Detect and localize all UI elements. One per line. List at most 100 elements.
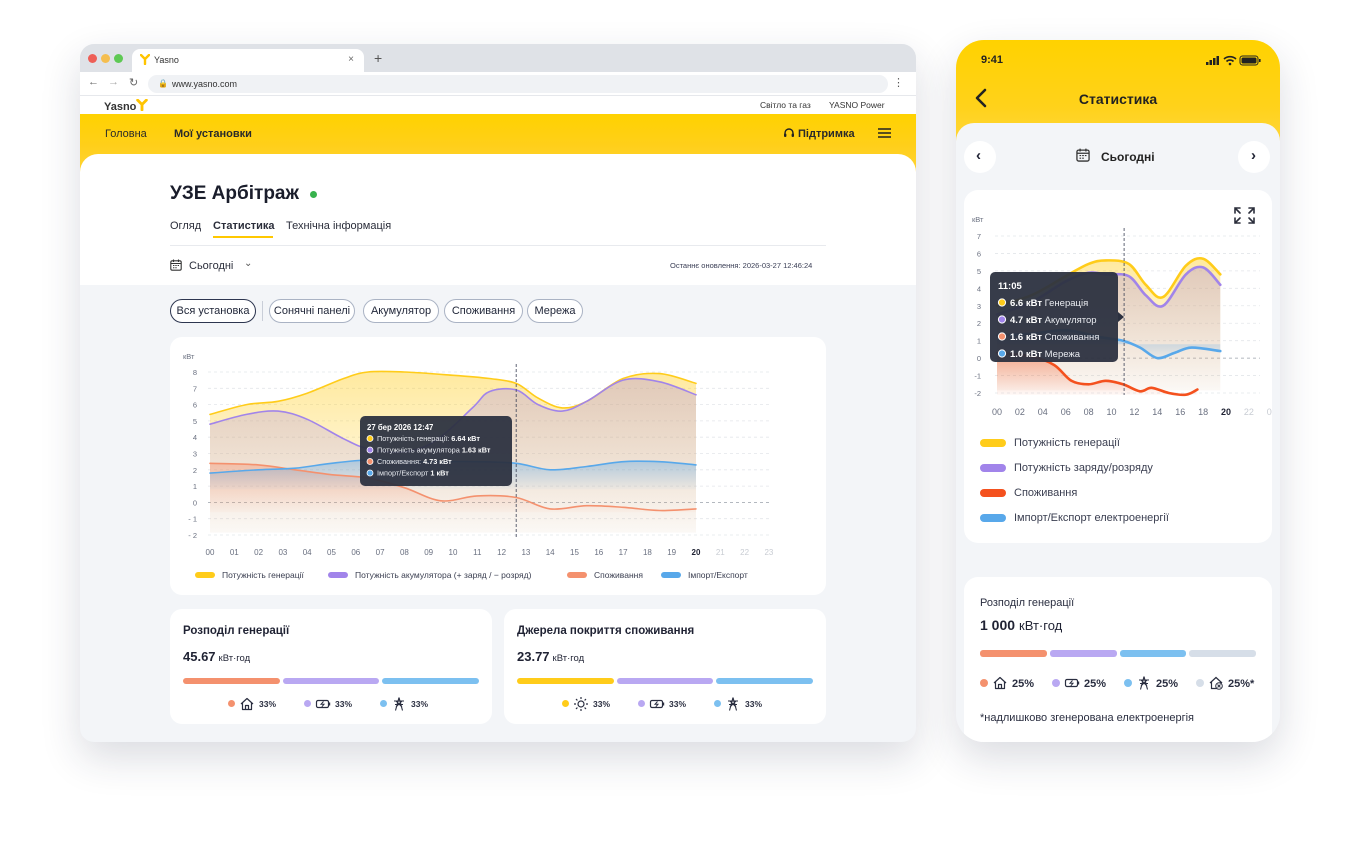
tab-close-icon[interactable]: × [348,54,354,65]
reload-icon[interactable]: ↻ [129,77,139,89]
filter-battery[interactable]: Акумулятор [363,299,439,323]
browser-tab[interactable]: Yasno × [132,49,364,72]
filter-all-installation[interactable]: Вся установка [170,299,256,323]
nav-installations-link[interactable]: Мої установки [174,128,252,140]
y-tick-label: - 2 [188,531,197,540]
legend-dot [1052,679,1060,687]
legend-swatch [980,514,1006,522]
phone-tooltip-row: 1.0 кВт Мережа [1010,349,1081,360]
legend-label[interactable]: Імпорт/Експорт електроенергії [1014,512,1169,524]
browser-tab-strip: Yasno × + [80,44,916,72]
nav-support-link[interactable]: Підтримка [798,128,855,140]
y-tick-label: 4 [977,284,981,293]
x-tick-label: 16 [1175,407,1185,417]
chevron-right-icon: › [1251,147,1256,164]
series-line-2[interactable] [995,351,1199,397]
legend-label[interactable]: Потужність акумулятора (+ заряд / − розр… [355,570,532,580]
y-tick-label: 2 [977,319,981,328]
headset-icon [784,128,794,137]
series-line-2[interactable] [209,462,697,512]
tooltip-row: Споживання: 4.73 кВт [377,457,452,466]
legend-label[interactable]: Потужність генерації [222,570,304,580]
legend-icon-wrap [315,696,331,717]
back-arrow-icon[interactable]: ← [88,76,99,88]
tab-overview[interactable]: Огляд [170,220,202,232]
site-logo[interactable]: Yasno [104,98,149,113]
tooltip-dot [997,298,1007,307]
filter-solar-panels[interactable]: Сонячні панелі [269,299,355,323]
phone-date-label[interactable]: Сьогодні [1101,150,1155,164]
close-window-button[interactable] [88,54,97,63]
generation-distribution-card: Розподіл генерації 45.67 кВт·год 33% 33% 33… [170,609,492,724]
x-tick-label: 04 [303,548,312,557]
fullscreen-expand-icon[interactable] [1234,207,1255,224]
phone-title: Статистика [1078,91,1158,107]
maximize-window-button[interactable] [114,54,123,63]
tabs-divider [170,245,826,246]
y-tick-label: 1 [977,337,981,346]
legend-label[interactable]: Споживання [1014,487,1077,499]
chevron-down-icon[interactable]: ⌄ [244,258,253,269]
next-date-button[interactable]: › [1238,141,1270,173]
y-tick-label: -1 [974,372,981,381]
power-tower-icon [1139,676,1149,690]
forward-arrow-icon[interactable]: → [108,76,119,88]
legend-icon-wrap [573,696,589,717]
filter-grid[interactable]: Мережа [527,299,583,323]
tooltip-dot [366,458,374,465]
tooltip-row-label: Потужність акумулятора [377,446,462,455]
calendar-icon [1076,148,1090,162]
browser-menu-icon[interactable]: ⋮ [893,77,904,89]
legend-label[interactable]: Споживання [594,570,643,580]
tab-technical-info[interactable]: Технічна інформація [286,220,392,232]
new-tab-button[interactable]: + [374,50,383,66]
filter-consumption[interactable]: Споживання [444,299,523,323]
tooltip-pointer [1118,312,1124,322]
x-tick-label: 17 [619,548,628,557]
x-tick-label: 04 [1038,407,1048,417]
phone-chart-tooltip [990,272,1118,362]
battery-icon [649,699,665,709]
legend-label[interactable]: Імпорт/Експорт [688,570,748,580]
url-input[interactable]: 🔒 www.yasno.com [148,75,888,93]
y-axis-unit: кВт [183,352,195,361]
x-tick-label: 12 [497,548,506,557]
nav-home-link[interactable]: Головна [105,128,147,140]
battery-icon [1064,678,1080,688]
filter-divider [262,301,263,321]
prev-date-button[interactable]: ‹ [964,141,996,173]
x-tick-label: 06 [1061,407,1071,417]
top-link-light-gas[interactable]: Світло та газ [760,100,811,110]
series-line-1[interactable] [209,377,697,454]
power-tower-icon [394,697,404,711]
tooltip-dot [997,332,1007,341]
tooltip-dot [997,315,1007,324]
legend-dot [562,700,569,707]
expand-glyph [1234,207,1255,224]
legend-label[interactable]: Потужність генерації [1014,437,1120,449]
y-tick-label: 7 [977,232,981,241]
tooltip-row-value: 4.7 кВт [1010,315,1045,326]
tooltip-title: 27 бер 2026 12:47 [367,423,433,432]
phone-gen-footnote: *надлишково згенерована електроенергія [980,712,1195,724]
legend-percent: 25% [1156,678,1179,690]
share-bar-segment [1049,650,1117,657]
legend-percent: 33% [593,699,611,709]
legend-dot [304,700,311,707]
legend-icon-wrap [1208,675,1224,696]
top-link-yasno-power[interactable]: YASNO Power [829,100,885,110]
date-filter-label[interactable]: Сьогодні [189,260,234,272]
back-chevron-icon[interactable] [974,88,988,108]
minimize-window-button[interactable] [101,54,110,63]
hamburger-menu-icon[interactable] [878,128,891,138]
x-tick-label: 11 [473,548,482,557]
share-bar-segment [517,678,614,684]
y-tick-label: 0 [977,354,981,363]
yasno-y-icon [136,98,149,112]
legend-icon-wrap [391,696,407,717]
legend-label[interactable]: Потужність заряду/розряду [1014,462,1153,474]
legend-swatch [980,439,1006,447]
tab-statistics[interactable]: Статистика [213,220,275,232]
